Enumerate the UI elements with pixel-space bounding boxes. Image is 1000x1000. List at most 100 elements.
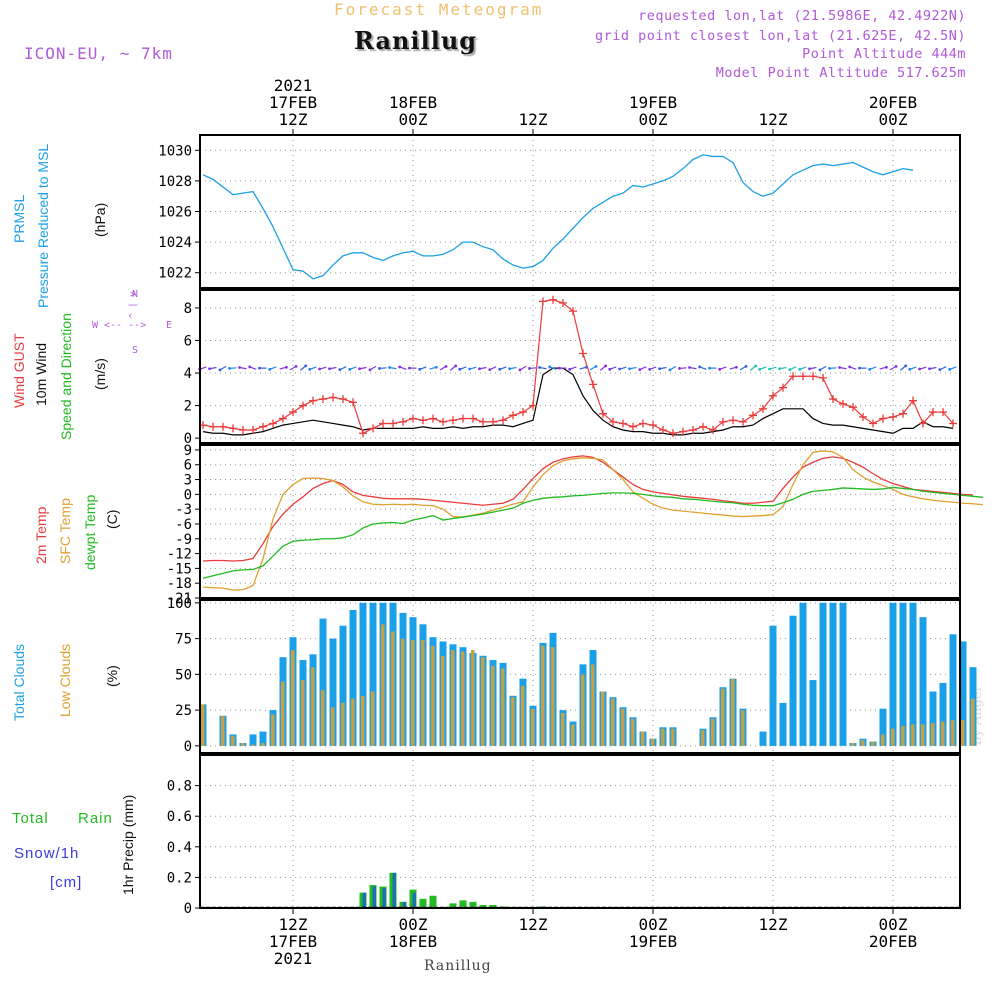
low-cloud-bar (931, 722, 935, 746)
low-cloud-bar (571, 724, 575, 746)
wind-arrow-head (608, 367, 612, 371)
pressure-line (202, 154, 914, 280)
gust-marker (629, 422, 637, 431)
gust-marker (379, 419, 387, 428)
wind-arrow-head (628, 367, 631, 371)
total-cloud-bar (789, 615, 797, 746)
wind-arrow-head (208, 367, 211, 371)
gust-marker (899, 409, 907, 418)
gust-marker (749, 411, 757, 420)
low-cloud-bar (601, 691, 605, 746)
low-cloud-bar (471, 650, 475, 746)
low-cloud-bar (961, 720, 965, 746)
gust-marker (619, 419, 627, 428)
gust-marker (609, 417, 617, 426)
gust-marker (439, 417, 447, 426)
y-tick-label: 2 (184, 399, 192, 415)
wind-arrow-head (668, 368, 672, 372)
gust-marker (499, 416, 507, 425)
wind-arrow-head (238, 366, 241, 369)
bottom-time-label: 00Z (639, 915, 668, 934)
low-cloud-bar (641, 731, 645, 746)
wind-arrow-head (868, 367, 872, 371)
low-cloud-bar (341, 702, 345, 746)
y-tick-label: 25 (175, 703, 192, 719)
low-cloud-bar (511, 697, 515, 746)
top-time-label: 00Z (639, 110, 668, 129)
low-cloud-bar (371, 691, 375, 746)
wind-arrow-head (498, 367, 502, 371)
low-cloud-bar (421, 640, 425, 746)
gust-marker (219, 422, 227, 431)
bottom-time-label: 12Z (519, 915, 548, 934)
y-tick-label: -12 (167, 547, 192, 563)
rain-bar (419, 898, 427, 908)
gust-marker (289, 408, 297, 417)
y-tick-label: -3 (175, 502, 192, 518)
gust-marker (889, 412, 897, 421)
temp-dewpt-line (202, 486, 984, 579)
gust-marker (509, 411, 517, 420)
gust-marker (359, 429, 367, 438)
gust-marker (649, 421, 657, 430)
gust-marker (309, 396, 317, 405)
wind-arrow-head (508, 367, 511, 371)
gust-marker (949, 419, 957, 428)
wind-arrow-head (808, 367, 811, 371)
compass-e: E (166, 320, 173, 331)
y-tick-label: 0.4 (167, 840, 192, 856)
panel-frame (199, 134, 961, 289)
low-cloud-bar (361, 695, 365, 746)
top-time-label: 18FEB (389, 93, 437, 112)
total-cloud-bar (779, 702, 787, 746)
wind-arrow-head (948, 367, 952, 371)
total-cloud-bar (799, 602, 807, 746)
gust-marker (579, 349, 587, 358)
gust-marker (909, 396, 917, 405)
gust-marker (519, 408, 527, 417)
temp-sfc-line (202, 450, 984, 591)
total-cloud-bar (249, 734, 257, 746)
gust-marker (689, 425, 697, 434)
low-cloud-bar (391, 631, 395, 746)
low-cloud-bar (431, 645, 435, 746)
wind-arrow-head (338, 368, 342, 372)
gust-marker (719, 417, 727, 426)
total-cloud-bar (899, 602, 907, 746)
gust-marker (449, 416, 457, 425)
model-altitude: Model Point Altitude 517.625m (715, 65, 966, 81)
wind-arrow-head (458, 367, 462, 371)
wind-arrow-head (248, 365, 252, 369)
wind-arrow-head (584, 365, 588, 369)
gust-marker (669, 429, 677, 438)
total-cloud-bar (339, 625, 347, 746)
model-label: ICON-EU, ~ 7km (24, 44, 173, 63)
wind-arrow-head (744, 364, 748, 368)
top-time-label: 20FEB (869, 93, 917, 112)
wind-arrow-head (304, 364, 308, 368)
wind-arrow-head (894, 364, 898, 368)
compass-s: S (132, 345, 139, 356)
y-tick-label: -21 (167, 591, 192, 607)
gust-marker (469, 414, 477, 423)
wind-arrow-head (268, 367, 272, 371)
gust-marker (399, 417, 407, 426)
gust-marker (409, 414, 417, 423)
bottom-time-label: 18FEB (389, 932, 437, 951)
bottom-time-label: 20FEB (869, 932, 917, 951)
low-cloud-bar (581, 674, 585, 746)
wind-arrow-head (754, 364, 758, 368)
wind-arrow-head (838, 366, 841, 369)
total-cloud-bar (819, 602, 827, 746)
wind-arrow-head (398, 365, 402, 369)
y-tick-label: 8 (184, 301, 192, 317)
gust-marker (429, 414, 437, 423)
low-cloud-bar (481, 657, 485, 746)
low-cloud-bar (701, 730, 705, 746)
y-tick-label: 1026 (158, 205, 192, 221)
low-cloud-bar (561, 712, 565, 746)
low-cloud-bar (611, 698, 615, 746)
grid-point-coords: grid point closest lon,lat (21.625E, 42.… (595, 28, 966, 44)
total-cloud-bar (829, 602, 837, 746)
